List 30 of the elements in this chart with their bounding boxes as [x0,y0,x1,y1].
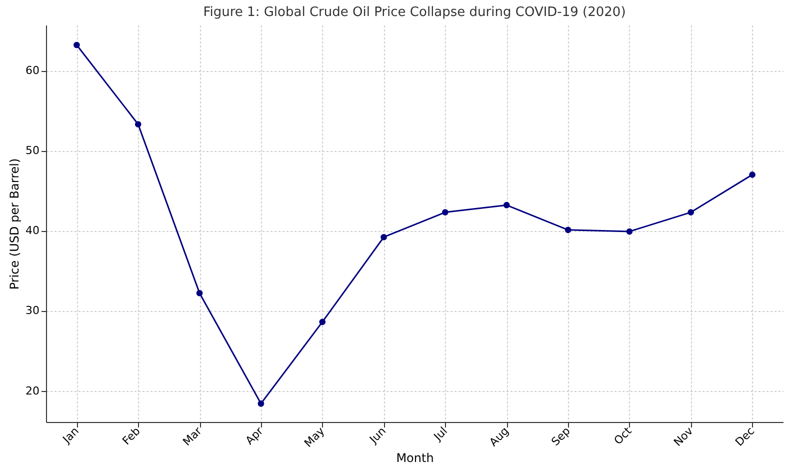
x-tick-label: Dec [732,424,758,449]
point [503,202,510,208]
x-tick-label: Feb [120,424,143,448]
point [319,318,326,326]
y-tick-label: 60 [26,64,40,78]
y-tick-label: 20 [26,384,40,398]
x-tick-label: Sep [548,424,573,448]
x-tick-label: Mar [180,424,205,448]
point [626,228,633,235]
point [442,209,448,216]
y-tick-label: 30 [26,304,40,318]
x-tick-label: Jun [366,424,389,447]
y-tick-label: 50 [26,144,40,158]
chart-title: Figure 1: Global Crude Oil Price Collapse during COVID-19 (2020) [203,5,626,20]
point [74,42,80,48]
y-tick-label: 40 [26,224,40,238]
point [688,209,694,216]
x-tick-label: Nov [671,424,696,449]
point [196,290,203,296]
point [564,226,572,234]
x-tick-label: Apr [243,424,266,448]
x-tick-label: Oct [612,424,635,448]
x-tick-label: Jul [430,424,450,444]
x-axis-title: Month [396,451,434,466]
point [380,234,387,240]
point [134,121,142,128]
y-axis-title: Price (USD per Barrel) [8,158,22,290]
point [749,172,756,178]
x-tick-label: Jan [60,424,82,446]
point [258,400,264,407]
